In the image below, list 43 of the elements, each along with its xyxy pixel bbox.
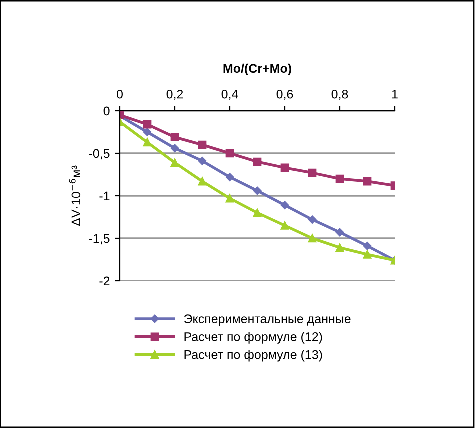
y-tick-label: -1 [100, 192, 110, 201]
legend-label: Экспериментальные данные [184, 314, 351, 326]
point [226, 194, 234, 203]
point [253, 158, 262, 166]
y-tick-label: -0,5 [89, 149, 110, 160]
legend-label: Расчет по формуле (13) [184, 350, 322, 362]
x-tick-label: 0,2 [166, 90, 184, 100]
x-tick-label: 0,4 [222, 90, 238, 100]
x-tick-label: 0 [117, 90, 123, 99]
x-tick-label: 0,6 [276, 90, 294, 100]
x-tick-label: 0,8 [332, 90, 348, 100]
point [308, 168, 317, 178]
point [143, 138, 152, 147]
point [143, 120, 152, 129]
point [308, 216, 317, 224]
point [308, 234, 317, 243]
point [143, 128, 152, 136]
point [280, 222, 290, 230]
point [198, 157, 207, 166]
point [170, 158, 180, 168]
legend-label: Расчет по формуле (12) [184, 332, 322, 344]
point [170, 133, 180, 142]
point [226, 173, 234, 182]
x-axis-title: Mo/(Cr+Mo) [224, 64, 292, 76]
y-tick-label: -1,5 [89, 234, 110, 245]
point [363, 250, 372, 259]
point [253, 186, 262, 196]
point [280, 201, 290, 210]
point [363, 177, 372, 186]
y-tick-label: -2 [100, 276, 110, 286]
y-tick-label: 0 [104, 106, 110, 116]
point [226, 149, 234, 158]
point [198, 140, 207, 150]
point [253, 208, 262, 218]
point [363, 242, 372, 250]
point [170, 144, 180, 153]
point [336, 244, 344, 252]
y-axis-title: ΔV·10$^{−6}$м³ [69, 166, 81, 226]
x-tick-label: 1 [392, 90, 398, 99]
point [198, 177, 207, 186]
point [336, 174, 344, 184]
point [336, 228, 344, 237]
point [280, 164, 290, 172]
